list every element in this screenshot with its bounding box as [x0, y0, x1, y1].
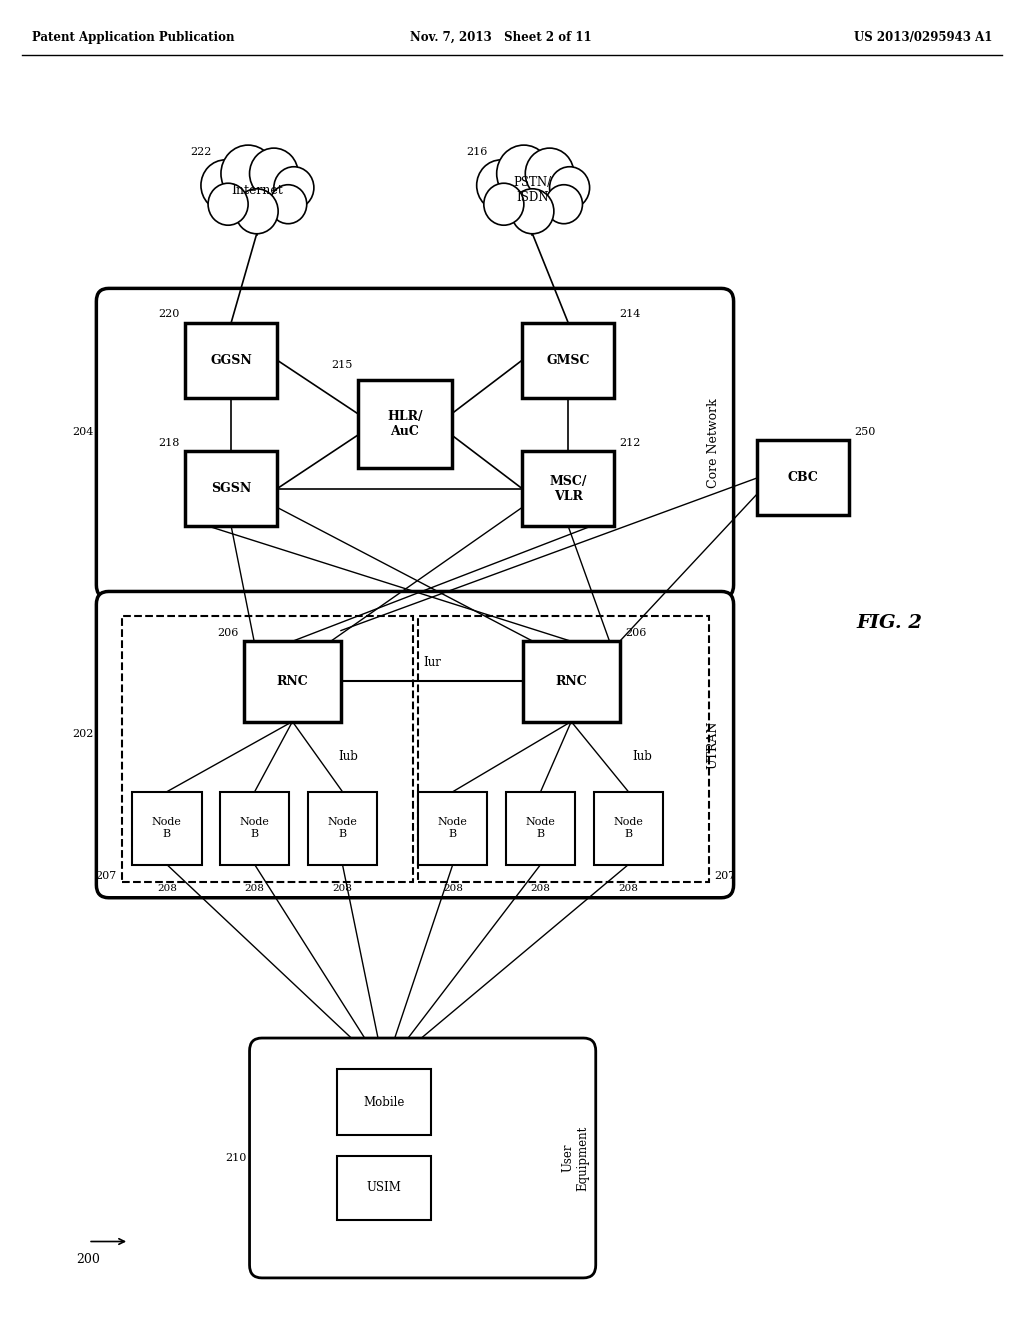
Text: 220: 220 — [159, 309, 180, 319]
FancyBboxPatch shape — [96, 288, 733, 598]
Text: US 2013/0295943 A1: US 2013/0295943 A1 — [854, 32, 992, 45]
FancyBboxPatch shape — [522, 322, 614, 397]
Text: 208: 208 — [245, 884, 264, 892]
Text: 208: 208 — [530, 884, 551, 892]
Text: Node
B: Node B — [240, 817, 269, 840]
FancyBboxPatch shape — [522, 451, 614, 527]
Text: 208: 208 — [333, 884, 352, 892]
Text: GMSC: GMSC — [547, 354, 590, 367]
FancyBboxPatch shape — [250, 1038, 596, 1278]
FancyBboxPatch shape — [337, 1069, 431, 1135]
Circle shape — [221, 145, 275, 202]
Text: Internet: Internet — [230, 183, 283, 197]
Text: 202: 202 — [72, 729, 93, 739]
Text: FIG. 2: FIG. 2 — [857, 614, 923, 631]
Circle shape — [250, 148, 298, 199]
Text: 208: 208 — [442, 884, 463, 892]
Text: 204: 204 — [72, 428, 93, 437]
FancyBboxPatch shape — [522, 642, 620, 722]
Text: Node
B: Node B — [328, 817, 357, 840]
FancyBboxPatch shape — [220, 792, 290, 865]
FancyBboxPatch shape — [418, 792, 487, 865]
FancyBboxPatch shape — [594, 792, 664, 865]
Text: 208: 208 — [618, 884, 638, 892]
Text: 212: 212 — [620, 438, 641, 447]
Text: Patent Application Publication: Patent Application Publication — [32, 32, 234, 45]
Text: 206: 206 — [217, 628, 239, 638]
Circle shape — [497, 145, 551, 202]
Text: 208: 208 — [157, 884, 177, 892]
Text: Node
B: Node B — [152, 817, 182, 840]
Text: 207: 207 — [714, 871, 735, 880]
Text: 211: 211 — [311, 1140, 332, 1151]
Text: Node
B: Node B — [525, 817, 556, 840]
Text: Iub: Iub — [339, 750, 358, 763]
Text: 250: 250 — [854, 428, 876, 437]
Circle shape — [236, 189, 279, 234]
Circle shape — [273, 166, 314, 209]
Text: 216: 216 — [466, 148, 487, 157]
Bar — [418, 616, 709, 882]
Text: 200: 200 — [76, 1253, 100, 1266]
Text: MSC/
VLR: MSC/ VLR — [550, 475, 587, 503]
Text: RNC: RNC — [555, 675, 587, 688]
Text: RNC: RNC — [276, 675, 308, 688]
FancyBboxPatch shape — [132, 792, 202, 865]
Text: 210: 210 — [225, 1152, 247, 1163]
Text: Iur: Iur — [423, 656, 440, 668]
Text: 218: 218 — [159, 438, 180, 447]
Text: Iub: Iub — [633, 750, 652, 763]
FancyBboxPatch shape — [185, 451, 278, 527]
FancyBboxPatch shape — [506, 792, 575, 865]
Text: SGSN: SGSN — [211, 482, 251, 495]
Text: 222: 222 — [190, 148, 212, 157]
Text: Node
B: Node B — [438, 817, 468, 840]
Text: 215: 215 — [332, 360, 352, 370]
Text: Mobile: Mobile — [364, 1096, 406, 1109]
Text: UTRAN: UTRAN — [707, 721, 720, 768]
Text: Core Network: Core Network — [707, 399, 720, 488]
Circle shape — [546, 185, 583, 223]
Text: GGSN: GGSN — [210, 354, 252, 367]
Circle shape — [269, 185, 307, 223]
Text: 206: 206 — [625, 628, 646, 638]
Circle shape — [525, 148, 573, 199]
Circle shape — [476, 160, 525, 211]
Circle shape — [550, 166, 590, 209]
Bar — [122, 616, 413, 882]
Circle shape — [483, 183, 524, 226]
Text: User
Equipment: User Equipment — [561, 1126, 590, 1191]
Circle shape — [208, 183, 248, 226]
Text: Nov. 7, 2013   Sheet 2 of 11: Nov. 7, 2013 Sheet 2 of 11 — [410, 32, 592, 45]
Text: PSTN/
ISDN: PSTN/ ISDN — [513, 176, 552, 205]
Circle shape — [511, 189, 554, 234]
Text: 207: 207 — [95, 871, 117, 880]
Text: CBC: CBC — [787, 471, 818, 484]
FancyBboxPatch shape — [244, 642, 341, 722]
FancyBboxPatch shape — [357, 380, 452, 469]
FancyBboxPatch shape — [308, 792, 377, 865]
FancyBboxPatch shape — [185, 322, 278, 397]
Circle shape — [201, 160, 250, 211]
Text: Node
B: Node B — [613, 817, 643, 840]
FancyBboxPatch shape — [96, 591, 733, 898]
Text: USIM: USIM — [367, 1181, 401, 1195]
FancyBboxPatch shape — [757, 441, 849, 515]
FancyBboxPatch shape — [337, 1156, 431, 1220]
Text: HLR/
AuC: HLR/ AuC — [387, 411, 423, 438]
Text: 214: 214 — [620, 309, 641, 319]
